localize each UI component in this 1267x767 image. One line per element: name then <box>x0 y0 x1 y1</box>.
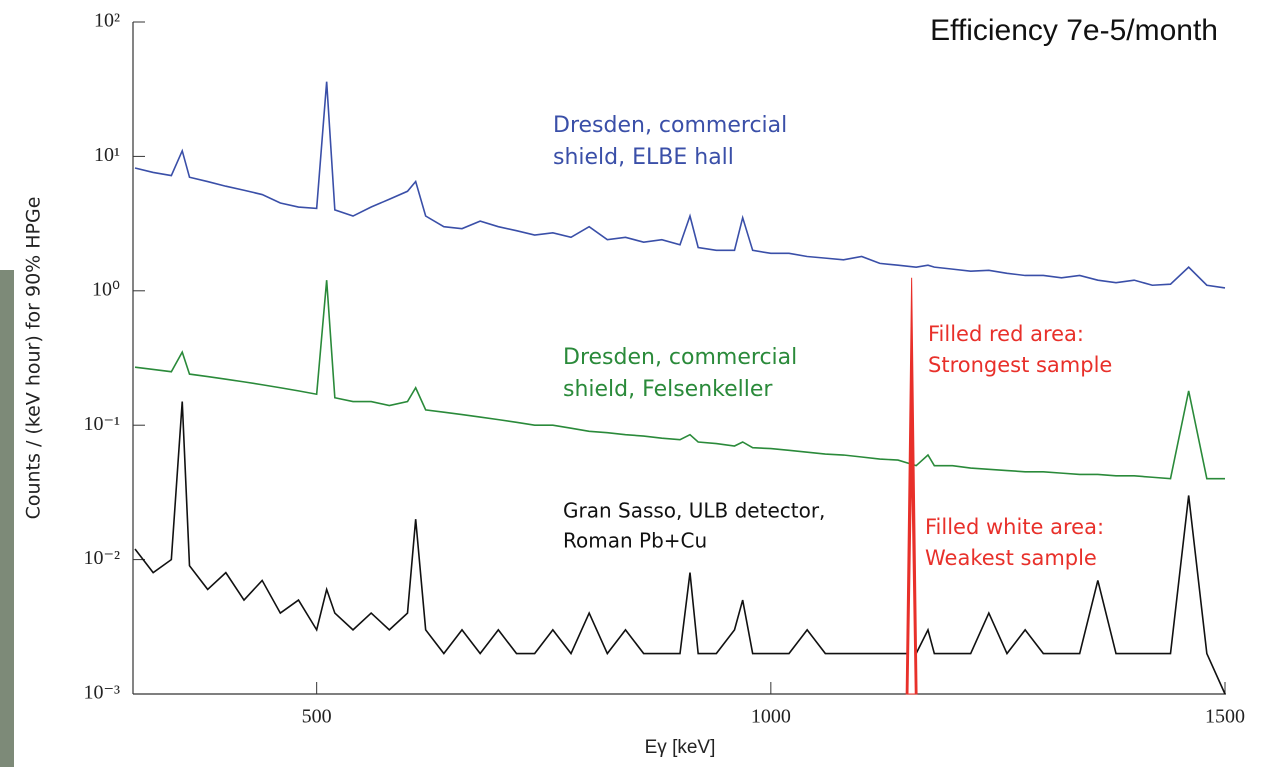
annotation: Filled white area: <box>925 515 1104 539</box>
annotation: Strongest sample <box>928 353 1112 377</box>
chart-title: Efficiency 7e-5/month <box>930 14 1218 47</box>
x-tick-label: 1000 <box>751 706 791 728</box>
y-tick-label: 10⁻¹ <box>83 413 120 435</box>
x-tick-label: 1500 <box>1205 706 1245 728</box>
spectrum-line <box>134 401 1226 695</box>
y-tick-label: 10⁻³ <box>83 682 120 704</box>
y-tick-label: 10² <box>94 10 120 32</box>
annotation: Gran Sasso, ULB detector, <box>563 499 825 523</box>
annotation: Dresden, commercial <box>553 113 787 138</box>
x-axis-label: Eγ [keV] <box>645 737 716 758</box>
spectrum-line <box>134 81 1226 289</box>
annotation: shield, ELBE hall <box>553 145 734 170</box>
y-axis-label: Counts / (keV hour) for 90% HPGe <box>23 197 45 520</box>
photo-strip <box>0 270 14 767</box>
sample-area <box>907 465 916 695</box>
annotation: Weakest sample <box>925 546 1097 570</box>
annotation: shield, Felsenkeller <box>563 377 773 402</box>
annotation: Filled red area: <box>928 322 1084 346</box>
y-tick-label: 10⁻² <box>83 547 120 569</box>
y-tick-label: 10⁰ <box>92 278 120 300</box>
y-tick-label: 10¹ <box>94 144 120 166</box>
annotation: Roman Pb+Cu <box>563 529 707 553</box>
spectrum-line <box>134 280 1225 480</box>
x-tick-label: 500 <box>302 706 332 728</box>
annotation: Dresden, commercial <box>563 345 797 370</box>
